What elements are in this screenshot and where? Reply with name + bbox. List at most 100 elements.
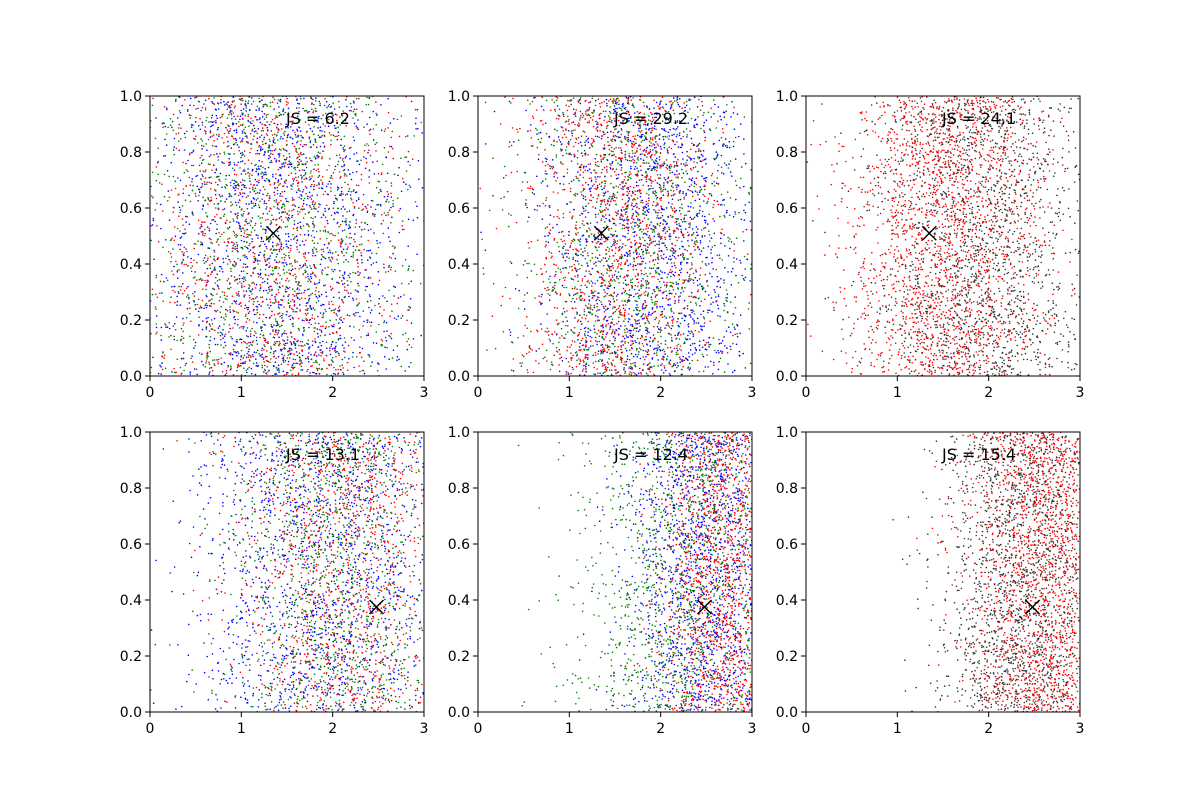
point (723, 234, 725, 236)
point (385, 200, 388, 203)
point (384, 356, 386, 358)
point (177, 140, 180, 142)
point (256, 149, 259, 152)
point (288, 286, 291, 289)
point (692, 333, 695, 335)
point (237, 351, 239, 353)
point (259, 148, 262, 151)
point (704, 263, 707, 265)
point (544, 122, 547, 125)
point (314, 341, 317, 344)
point (625, 96, 627, 99)
point (283, 181, 286, 183)
point (277, 99, 280, 101)
point (184, 199, 187, 201)
point (336, 211, 338, 213)
point (306, 130, 308, 133)
point (197, 253, 200, 256)
point (332, 114, 335, 116)
point (230, 286, 232, 289)
point (401, 220, 404, 222)
point (259, 313, 261, 316)
point (188, 223, 191, 225)
point (672, 127, 675, 130)
point (254, 187, 257, 189)
point (232, 310, 235, 313)
point (408, 282, 410, 285)
point (160, 366, 162, 368)
point (343, 150, 345, 153)
point (340, 192, 343, 195)
point (286, 357, 289, 359)
point (178, 149, 180, 152)
point (656, 305, 658, 308)
point (308, 191, 311, 194)
point (662, 297, 664, 300)
point (329, 249, 331, 252)
point (326, 367, 328, 370)
point (364, 167, 367, 170)
point (676, 223, 678, 226)
point (353, 366, 355, 369)
point (309, 305, 311, 308)
point (291, 268, 294, 271)
point (154, 209, 156, 211)
point (288, 350, 291, 352)
point (265, 228, 267, 231)
point (266, 104, 268, 106)
point (415, 117, 417, 120)
point (216, 273, 218, 276)
point (677, 282, 680, 285)
point (279, 274, 281, 277)
point (322, 123, 325, 125)
point (214, 194, 217, 196)
point (416, 108, 419, 111)
point (570, 329, 572, 331)
point (272, 96, 274, 99)
point (264, 180, 267, 182)
point (323, 104, 326, 107)
point (213, 359, 216, 361)
point (317, 300, 320, 302)
point (294, 134, 297, 136)
point (277, 367, 280, 370)
point (298, 196, 301, 199)
point (258, 273, 261, 276)
point (518, 289, 520, 292)
point (410, 346, 413, 349)
point (390, 257, 393, 259)
point (270, 220, 272, 222)
point (177, 290, 180, 293)
point (277, 243, 280, 246)
point (357, 271, 359, 273)
point (385, 180, 387, 183)
point (311, 183, 313, 186)
point (278, 340, 281, 343)
point (678, 120, 681, 122)
point (273, 351, 275, 353)
point (383, 263, 385, 266)
point (686, 136, 688, 138)
point (665, 369, 667, 372)
point (392, 203, 394, 205)
point (272, 153, 274, 156)
point (268, 262, 271, 264)
point (211, 242, 214, 245)
point (311, 175, 313, 177)
point (317, 210, 319, 213)
point (250, 183, 252, 185)
point (743, 138, 745, 140)
point (213, 251, 216, 253)
point (273, 122, 276, 125)
point (230, 365, 232, 367)
point (174, 371, 177, 374)
point (346, 248, 349, 250)
point (213, 103, 216, 105)
point (509, 331, 512, 334)
point (279, 342, 281, 345)
point (274, 296, 276, 298)
point (273, 324, 275, 326)
point (301, 354, 304, 357)
point (387, 111, 390, 114)
point (716, 153, 719, 155)
